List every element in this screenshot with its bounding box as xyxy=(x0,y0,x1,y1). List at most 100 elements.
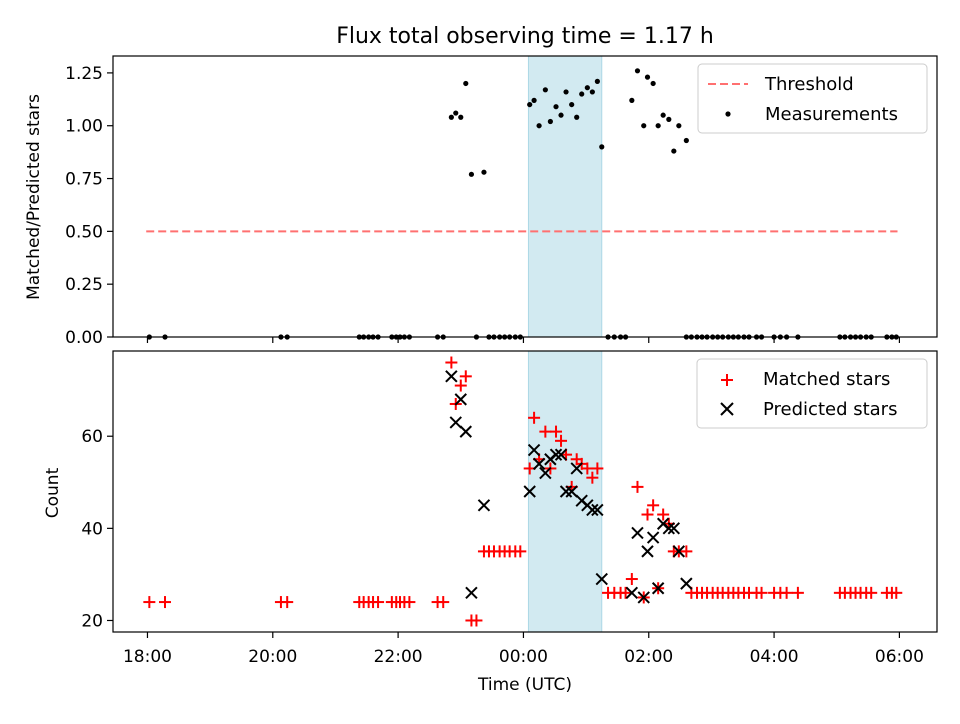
xtick-label: 22:00 xyxy=(374,647,423,667)
predicted-star-point xyxy=(445,370,458,383)
matched-star-point xyxy=(680,545,693,558)
shaded-interval xyxy=(527,55,603,338)
bottom-plot-frame xyxy=(112,350,938,633)
legend-measurements-swatch xyxy=(725,111,731,117)
top-y-axis: 0.00 0.25 0.50 0.75 1.00 1.25 xyxy=(65,64,113,348)
predicted-star-point xyxy=(459,425,472,438)
matched-star-point xyxy=(591,462,604,475)
top-ytick-label: 1.25 xyxy=(65,64,103,84)
measurement-point xyxy=(453,110,459,116)
measurement-point xyxy=(527,101,533,108)
measurement-point xyxy=(547,118,553,125)
measurement-point xyxy=(563,89,569,95)
measurement-point xyxy=(671,148,677,154)
predicted-star-point xyxy=(591,503,604,517)
measurement-point xyxy=(536,123,542,129)
predicted-star-point xyxy=(595,572,608,586)
measurement-point xyxy=(589,89,595,95)
measurement-point xyxy=(655,123,661,129)
measurement-point xyxy=(553,104,559,110)
predicted-star-point xyxy=(549,448,563,461)
predicted-star-point xyxy=(680,577,693,590)
measurement-point xyxy=(666,116,672,122)
predicted-star-point xyxy=(449,416,462,429)
matched-star-point xyxy=(657,508,670,521)
predicted-star-point xyxy=(570,462,583,475)
matched-star-point xyxy=(890,586,903,599)
xtick-label: 00:00 xyxy=(499,647,548,667)
matched-star-point xyxy=(528,411,541,424)
matched-star-point xyxy=(281,596,294,609)
measurement-point xyxy=(629,97,635,103)
bottom-y-axis-label: Count xyxy=(43,467,63,518)
top-ytick-label: 0.50 xyxy=(65,222,103,242)
measurement-point xyxy=(641,123,647,129)
predicted-stars-points xyxy=(445,370,693,604)
predicted-star-point xyxy=(532,457,546,471)
predicted-star-point xyxy=(477,499,491,512)
measurement-point xyxy=(481,169,487,175)
top-legend-box xyxy=(697,63,928,134)
predicted-star-point xyxy=(667,522,681,535)
predicted-star-point xyxy=(454,393,467,406)
predicted-star-point xyxy=(565,485,578,498)
xtick-label: 02:00 xyxy=(624,647,673,667)
measurement-point xyxy=(468,171,475,177)
matched-star-point xyxy=(454,379,467,392)
top-x-ticks xyxy=(146,337,901,343)
measurement-point xyxy=(463,80,469,87)
bottom-ytick-label: 40 xyxy=(81,519,103,539)
xtick-label: 20:00 xyxy=(248,647,297,667)
top-ytick-label: 1.00 xyxy=(65,117,103,137)
measurement-point xyxy=(574,114,580,120)
matched-star-point xyxy=(791,586,804,599)
top-panel: 0.00 0.25 0.50 0.75 1.00 1.25 Matched/Predict… xyxy=(24,55,938,348)
bottom-legend: Matched stars Predicted stars xyxy=(696,358,928,429)
matched-star-point xyxy=(550,425,563,438)
predicted-star-point xyxy=(559,485,573,498)
top-ytick-label: 0.25 xyxy=(65,275,103,295)
measurement-point xyxy=(458,114,464,120)
measurement-point xyxy=(660,112,666,118)
matched-star-point xyxy=(625,573,638,586)
matched-star-point xyxy=(403,596,416,609)
bottom-panel: 20 40 60 18:00 20:00 22:00 00:00 02:00 04:00 06:… xyxy=(43,350,938,695)
predicted-star-point xyxy=(672,545,686,558)
matched-star-point xyxy=(459,370,472,383)
matched-star-point xyxy=(555,434,568,447)
top-ytick-label: 0.75 xyxy=(65,170,103,190)
measurement-point xyxy=(584,85,590,91)
x-axis-label: Time (UTC) xyxy=(477,675,572,695)
matched-star-point xyxy=(755,586,768,599)
top-observing-window xyxy=(527,55,603,338)
matched-star-point xyxy=(647,499,660,512)
bottom-y-axis: 20 40 60 xyxy=(81,427,113,631)
matched-star-point xyxy=(631,480,644,493)
predicted-star-point xyxy=(637,591,650,604)
xtick-label: 18:00 xyxy=(123,647,172,667)
measurement-point xyxy=(542,87,548,93)
matched-star-point xyxy=(641,508,654,521)
matched-star-point xyxy=(780,586,793,599)
matched-star-point xyxy=(586,471,599,484)
measurement-point xyxy=(676,123,682,129)
legend-measurements-label: Measurements xyxy=(765,104,898,125)
matched-star-point xyxy=(470,614,483,627)
xtick-label: 06:00 xyxy=(875,647,924,667)
matched-star-point xyxy=(581,462,594,475)
matched-star-point xyxy=(619,586,632,599)
chart-title: Flux total observing time = 1.17 h xyxy=(336,24,714,49)
legend-predicted-swatch xyxy=(720,402,734,416)
legend-matched-swatch xyxy=(721,374,733,386)
bottom-x-axis: 18:00 20:00 22:00 00:00 02:00 04:00 06:00 xyxy=(123,632,924,667)
predicted-star-point xyxy=(631,526,644,540)
legend-predicted-label: Predicted stars xyxy=(763,399,897,420)
predicted-star-point xyxy=(465,586,478,600)
predicted-star-point xyxy=(586,503,599,517)
predicted-star-point xyxy=(662,522,676,535)
top-y-axis-label: Matched/Predicted stars xyxy=(24,94,44,300)
predicted-star-point xyxy=(527,443,541,457)
measurement-point xyxy=(448,114,454,120)
top-plot-frame xyxy=(112,55,938,338)
